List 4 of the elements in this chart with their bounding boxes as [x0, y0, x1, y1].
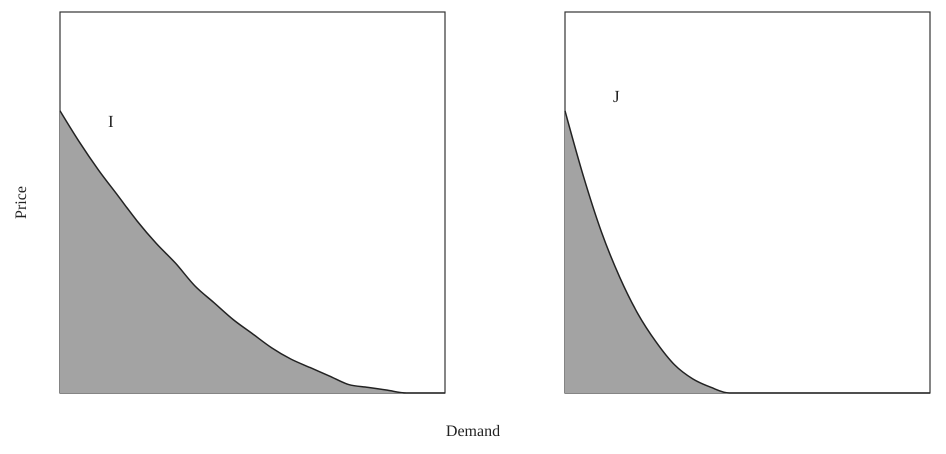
x-axis-title: Demand: [446, 423, 500, 440]
y-axis-title: Price: [13, 186, 30, 219]
text: J: [613, 87, 620, 106]
annotation: I: [108, 112, 114, 131]
